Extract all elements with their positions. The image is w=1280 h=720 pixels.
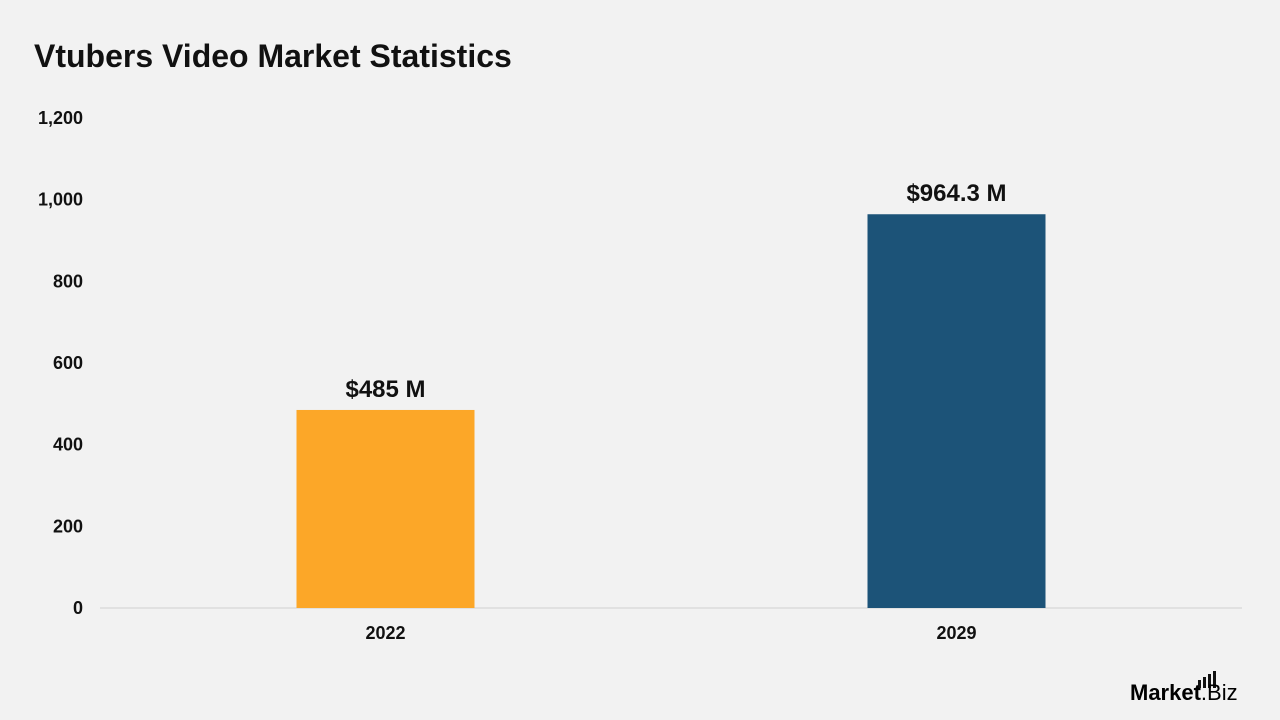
bar-2022 — [296, 409, 475, 608]
marketbiz-logo: Market.Biz — [1130, 671, 1238, 705]
y-tick-label: 800 — [53, 271, 83, 291]
y-tick-label: 0 — [73, 598, 83, 618]
svg-text:Market.Biz: Market.Biz — [1130, 680, 1238, 705]
y-tick-label: 600 — [53, 353, 83, 373]
logo-bars-icon — [1198, 671, 1216, 688]
logo-light-text: .Biz — [1201, 680, 1238, 705]
y-tick-label: 400 — [53, 435, 83, 455]
x-tick-label: 2029 — [936, 623, 976, 643]
bar-value-label: $485 M — [345, 376, 425, 403]
chart-title: Vtubers Video Market Statistics — [34, 38, 512, 74]
y-tick-label: 1,200 — [38, 108, 83, 128]
y-tick-label: 200 — [53, 516, 83, 536]
bar-value-label: $964.3 M — [906, 180, 1006, 207]
bar-2029 — [867, 214, 1046, 608]
logo-strong-text: Market — [1130, 680, 1202, 705]
y-tick-label: 1,000 — [38, 190, 83, 210]
x-tick-label: 2022 — [365, 623, 405, 643]
